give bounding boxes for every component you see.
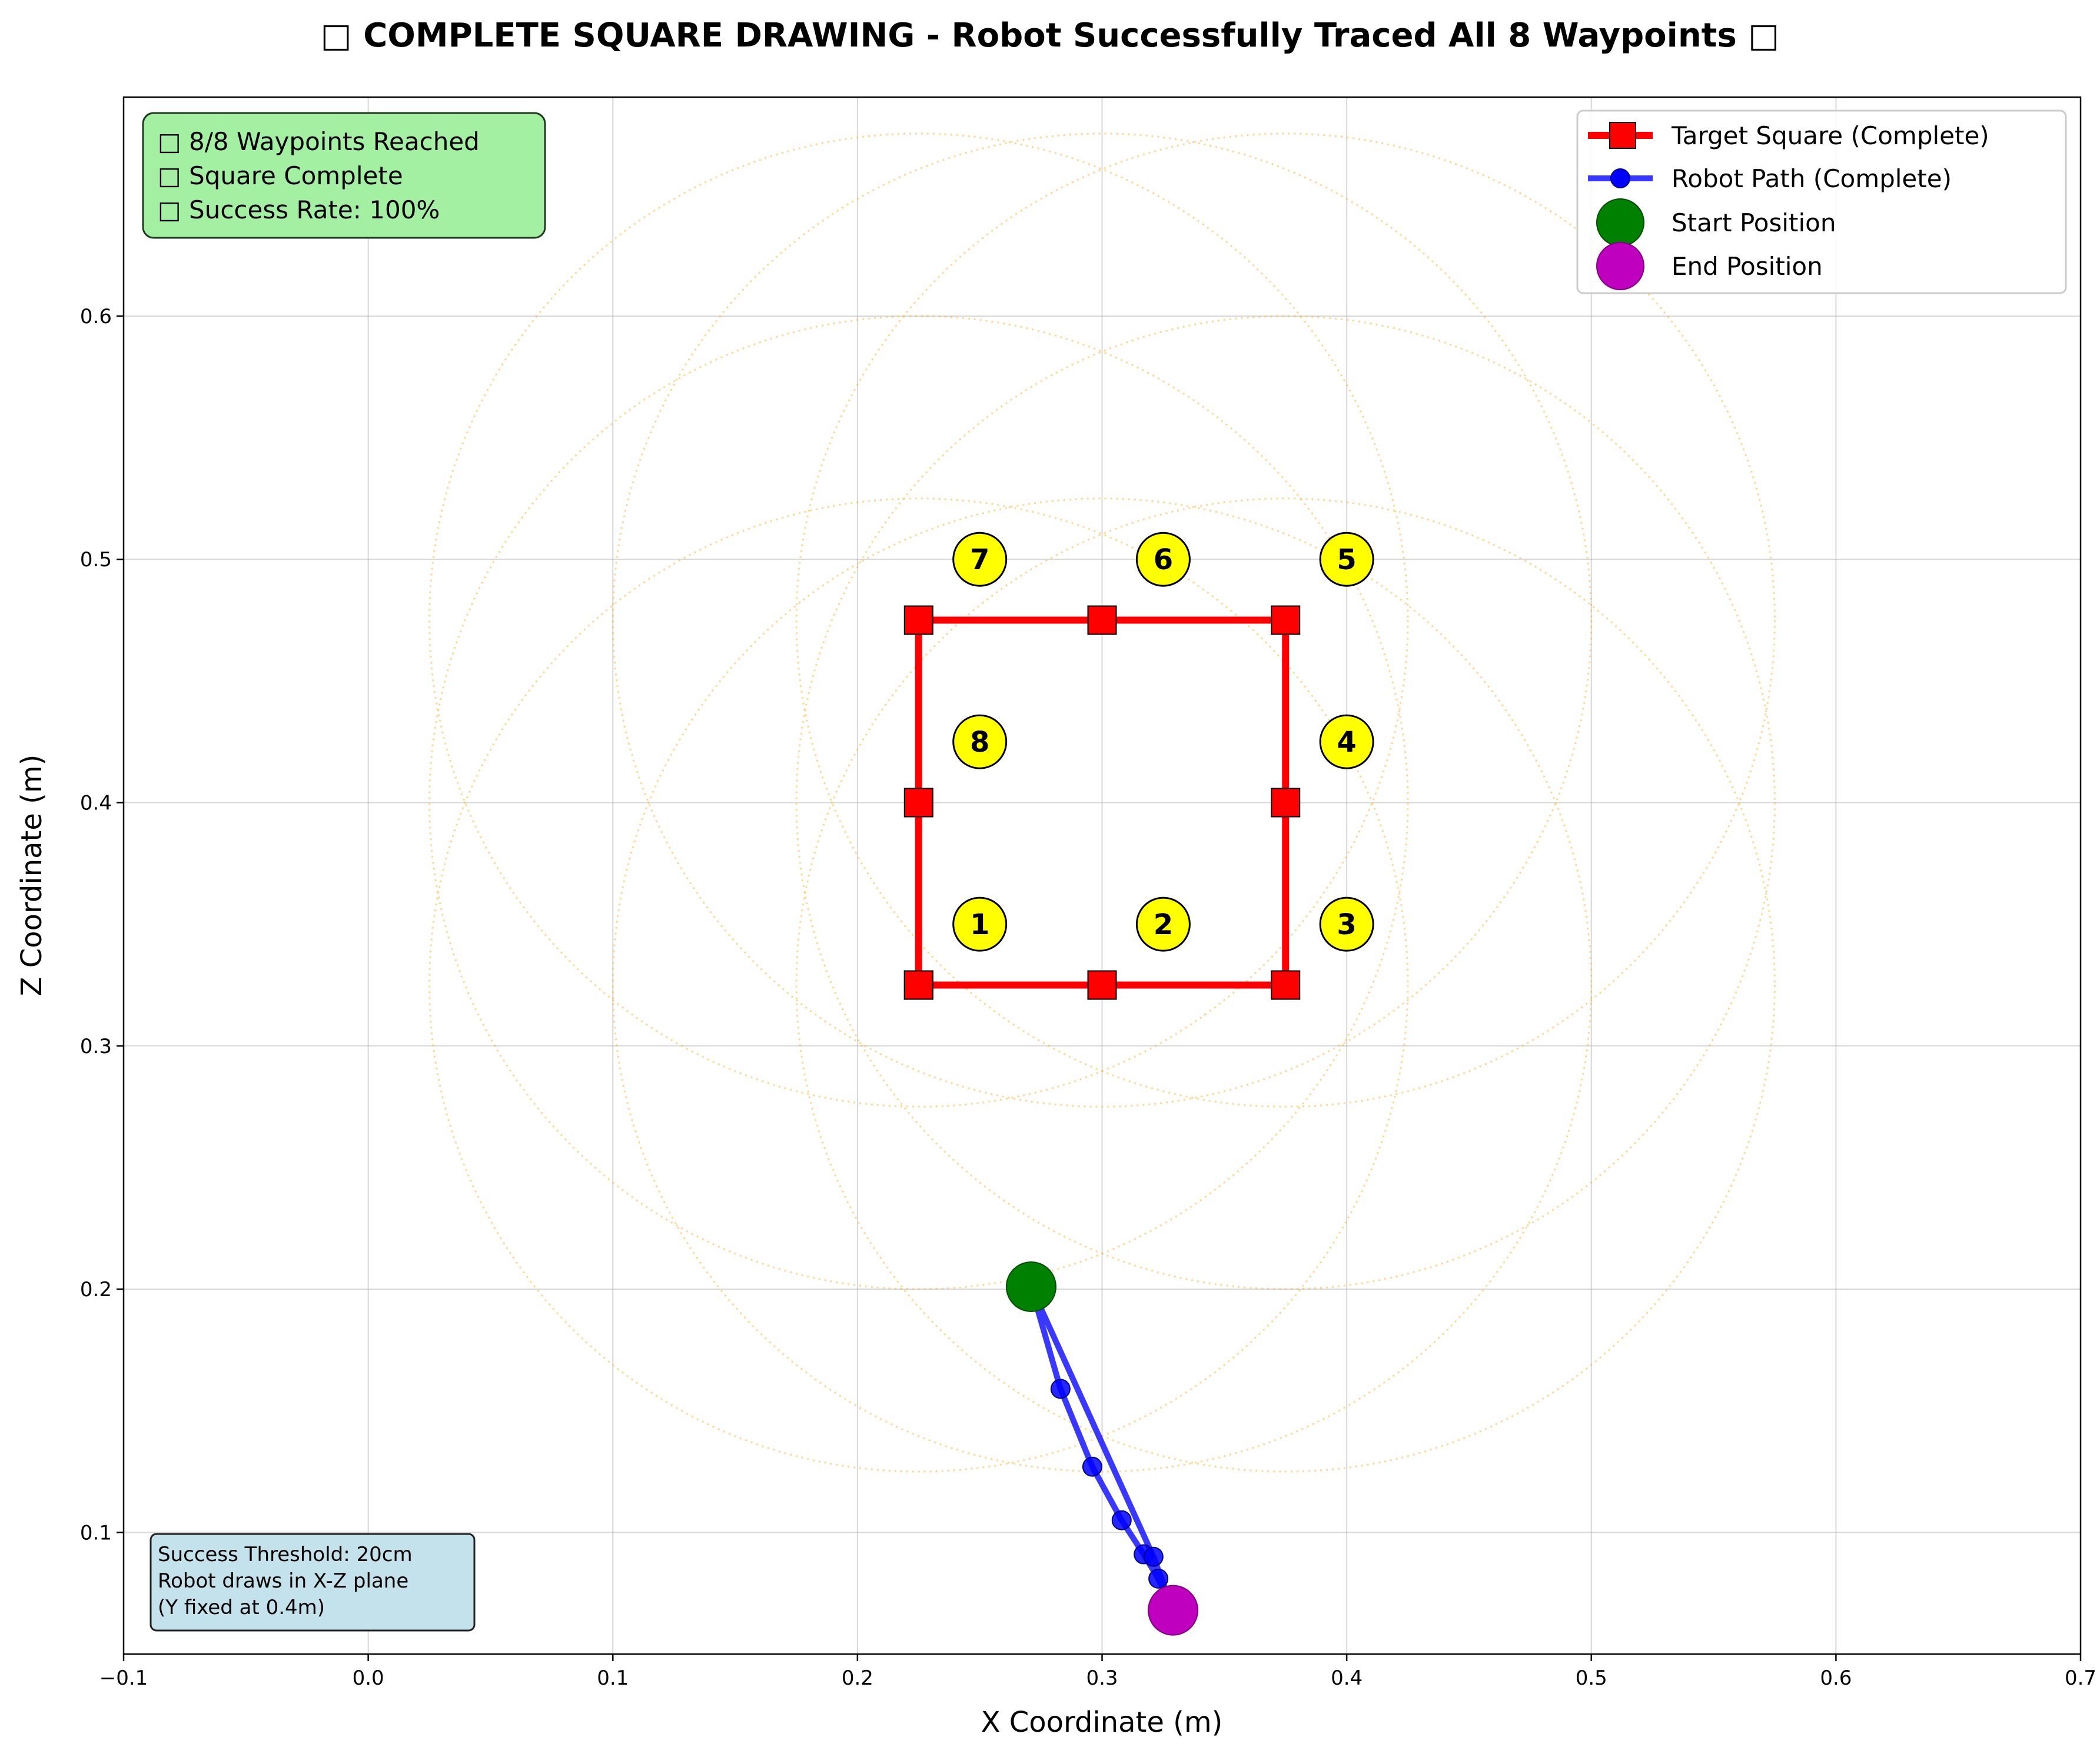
waypoint-badge	[1135, 532, 1191, 587]
start-position-marker	[1005, 1261, 1056, 1312]
waypoint-badge	[952, 896, 1008, 952]
x-tick-label: 0.4	[1331, 1666, 1363, 1690]
threshold-circle	[612, 497, 1593, 1473]
threshold-circle	[795, 497, 1776, 1473]
waypoint-label-2: 2	[1135, 896, 1191, 952]
waypoint-label-5: 5	[1319, 532, 1374, 587]
legend-item-target-square: Target Square (Complete)	[1588, 121, 1989, 150]
x-tick-label: 0.7	[2065, 1666, 2096, 1690]
target-square-point	[1087, 970, 1117, 1000]
legend-robot-marker	[1610, 168, 1630, 188]
legend-start-marker	[1596, 198, 1644, 247]
grid	[123, 97, 2081, 1654]
waypoint-label-4: 4	[1319, 714, 1374, 769]
target-square-point	[1271, 970, 1301, 1000]
legend: Target Square (Complete) Robot Path (Com…	[1576, 109, 2067, 294]
threshold-circle	[612, 132, 1593, 1108]
y-tick-label: 0.2	[80, 1278, 112, 1301]
waypoint-badge	[1319, 896, 1374, 952]
x-tick-label: 0.5	[1576, 1666, 1607, 1690]
x-tick-label: 0.6	[1820, 1666, 1852, 1690]
target-square-point	[903, 605, 933, 635]
end-position-marker	[1148, 1585, 1199, 1636]
legend-robot-label: Robot Path (Complete)	[1672, 164, 1952, 193]
legend-item-robot-path: Robot Path (Complete)	[1588, 164, 1952, 193]
waypoint-number: 7	[970, 543, 989, 576]
robot-path-point	[1148, 1568, 1169, 1589]
waypoint-badge	[1319, 714, 1374, 769]
waypoint-number: 8	[970, 726, 989, 759]
note-line-2: Robot draws in X-Z plane	[158, 1569, 408, 1593]
waypoint-badge	[1319, 532, 1374, 587]
waypoint-number: 6	[1154, 543, 1173, 576]
x-axis-label: X Coordinate (m)	[981, 1706, 1223, 1739]
waypoint-label-6: 6	[1135, 532, 1191, 587]
y-tick-label: 0.3	[80, 1035, 112, 1058]
y-tick-label: 0.1	[80, 1521, 112, 1545]
waypoint-label-8: 8	[952, 714, 1008, 769]
robot-path-point	[1143, 1546, 1164, 1567]
legend-frame	[1576, 109, 2067, 294]
robot-path-point	[1111, 1510, 1132, 1530]
marker-layer: 1 2 3 4 5 6 7 8	[903, 532, 1374, 1636]
info-box: □ 8/8 Waypoints Reached □ Square Complet…	[142, 112, 546, 239]
threshold-circle	[428, 497, 1409, 1473]
target-square-point	[1271, 605, 1301, 635]
target-square-point	[903, 970, 933, 1000]
threshold-circle	[428, 132, 1409, 1108]
legend-item-end: End Position	[1596, 242, 1823, 290]
note-line-3: (Y fixed at 0.4m)	[158, 1596, 325, 1619]
axis-ticks: −0.1 0.0 0.1 0.2 0.3 0.4 0.5 0.6 0.7 0.1 0.2 0.3 0.4…	[80, 305, 2096, 1690]
waypoint-badge	[952, 714, 1008, 769]
target-square-point	[1087, 605, 1117, 635]
note-box: Success Threshold: 20cm Robot draws in X…	[149, 1533, 476, 1632]
legend-end-marker	[1596, 242, 1644, 290]
waypoint-number: 4	[1337, 726, 1356, 759]
robot-path-point	[1050, 1379, 1071, 1399]
legend-start-label: Start Position	[1672, 208, 1836, 237]
target-square-point	[1271, 788, 1301, 818]
legend-target-marker	[1609, 122, 1636, 149]
y-tick-label: 0.5	[80, 548, 112, 572]
y-tick-label: 0.6	[80, 305, 112, 328]
y-tick-label: 0.4	[80, 792, 112, 815]
y-axis-label: Z Coordinate (m)	[15, 755, 48, 997]
x-tick-label: 0.0	[353, 1666, 384, 1690]
waypoint-number: 1	[970, 908, 989, 941]
waypoint-label-1: 1	[952, 896, 1008, 952]
x-tick-label: 0.3	[1086, 1666, 1118, 1690]
legend-target-label: Target Square (Complete)	[1671, 121, 1989, 150]
info-line-3: □ Success Rate: 100%	[158, 195, 440, 224]
waypoint-badge	[952, 532, 1008, 587]
waypoint-number: 5	[1337, 543, 1356, 576]
legend-end-label: End Position	[1672, 252, 1823, 281]
chart-title: □ COMPLETE SQUARE DRAWING - Robot Succes…	[320, 16, 1780, 55]
waypoint-badge	[1135, 896, 1191, 952]
target-square-point	[903, 788, 933, 818]
threshold-circles	[428, 132, 1776, 1473]
note-line-1: Success Threshold: 20cm	[158, 1543, 413, 1566]
info-line-2: □ Square Complete	[158, 161, 403, 190]
waypoint-number: 2	[1154, 908, 1173, 941]
info-line-1: □ 8/8 Waypoints Reached	[158, 127, 480, 156]
robot-path-point	[1082, 1456, 1102, 1477]
legend-item-start: Start Position	[1596, 198, 1836, 247]
x-tick-label: 0.1	[597, 1666, 629, 1690]
waypoint-number: 3	[1337, 908, 1356, 941]
waypoint-label-7: 7	[952, 532, 1008, 587]
threshold-circle	[428, 315, 1409, 1290]
waypoint-label-3: 3	[1319, 896, 1374, 952]
threshold-circle	[795, 315, 1776, 1290]
x-tick-label: 0.2	[842, 1666, 873, 1690]
x-tick-label: −0.1	[99, 1666, 148, 1690]
threshold-circle	[795, 132, 1776, 1108]
